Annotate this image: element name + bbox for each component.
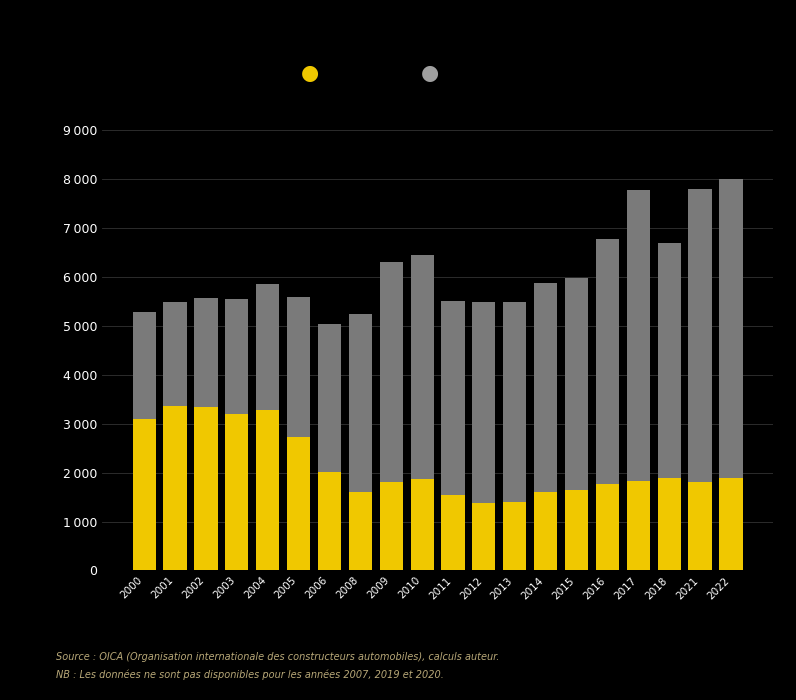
Bar: [720, 477, 743, 570]
Bar: [256, 410, 279, 570]
Bar: [380, 482, 403, 570]
Bar: [318, 472, 341, 570]
Bar: [565, 278, 588, 490]
Text: NB : Les données ne sont pas disponibles pour les années 2007, 2019 et 2020.: NB : Les données ne sont pas disponibles…: [56, 670, 443, 680]
Bar: [287, 438, 310, 570]
Bar: [194, 298, 217, 407]
Bar: [318, 323, 341, 472]
Bar: [503, 502, 526, 570]
Bar: [442, 300, 465, 495]
Bar: [626, 190, 650, 481]
Bar: [411, 255, 434, 480]
Text: ●: ●: [421, 64, 439, 83]
Bar: [534, 492, 557, 570]
Bar: [380, 262, 403, 482]
Bar: [472, 302, 495, 503]
Bar: [133, 312, 156, 419]
Bar: [349, 492, 372, 570]
Bar: [720, 179, 743, 477]
Bar: [349, 314, 372, 492]
Bar: [596, 484, 619, 570]
Bar: [472, 503, 495, 570]
Bar: [534, 283, 557, 492]
Bar: [256, 284, 279, 410]
Bar: [689, 482, 712, 570]
Bar: [225, 299, 248, 414]
Text: Source : OICA (Organisation internationale des constructeurs automobiles), calcu: Source : OICA (Organisation internationa…: [56, 652, 499, 662]
Bar: [657, 477, 681, 570]
Bar: [163, 406, 186, 570]
Bar: [194, 407, 217, 570]
Text: ●: ●: [302, 64, 319, 83]
Bar: [133, 419, 156, 570]
Bar: [225, 414, 248, 570]
Bar: [411, 480, 434, 570]
Bar: [689, 189, 712, 482]
Bar: [657, 243, 681, 477]
Bar: [626, 481, 650, 570]
Bar: [596, 239, 619, 484]
Bar: [287, 297, 310, 438]
Bar: [442, 495, 465, 570]
Bar: [503, 302, 526, 502]
Bar: [163, 302, 186, 406]
Bar: [565, 490, 588, 570]
